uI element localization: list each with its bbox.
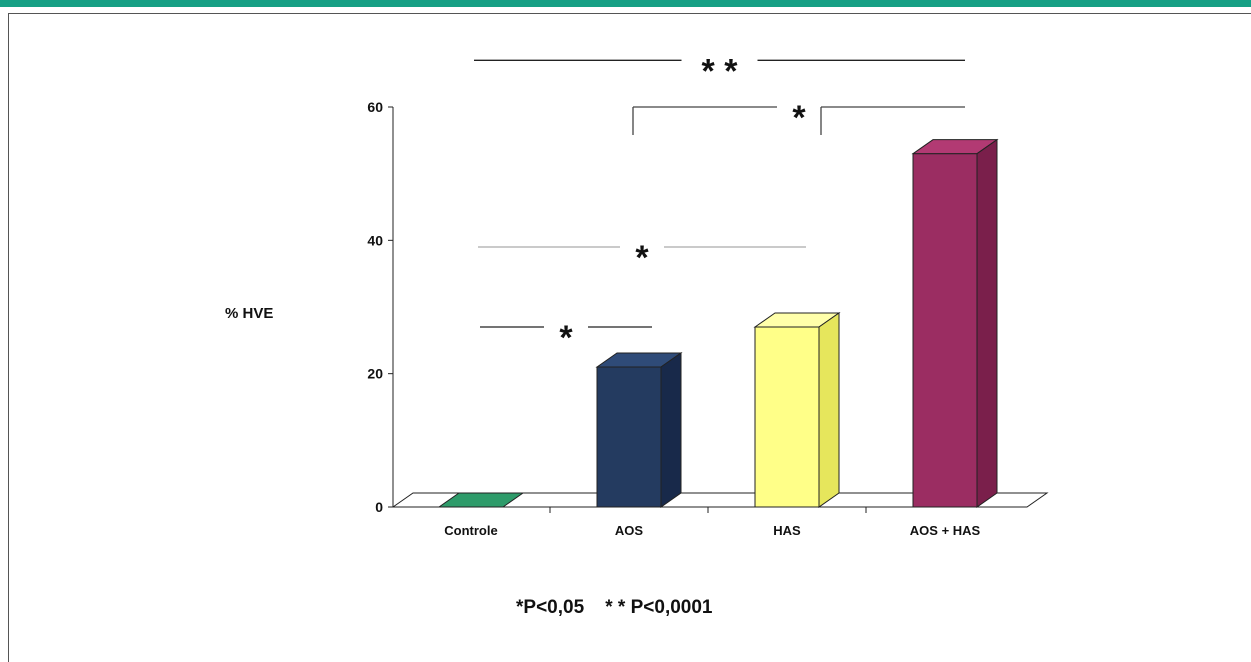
- x-tick-label: HAS: [773, 523, 801, 538]
- significance-bracket: *: [480, 319, 652, 357]
- bar-flat: [437, 492, 525, 508]
- y-tick-label: 40: [367, 232, 383, 248]
- bar-side: [660, 352, 682, 508]
- significance-label: *: [559, 319, 573, 357]
- bars: [437, 138, 999, 508]
- bar-front: [754, 326, 820, 508]
- accent-bar: [0, 0, 1251, 7]
- significance-label: * *: [702, 52, 739, 90]
- significance-bracket: * *: [474, 52, 965, 90]
- bar-front: [912, 153, 978, 508]
- footnote: *P<0,05 * * P<0,0001: [516, 597, 713, 618]
- significance-bracket: *: [478, 239, 806, 277]
- bar-front: [596, 366, 662, 508]
- bar-side: [818, 312, 840, 508]
- y-axis-label: % HVE: [225, 305, 273, 322]
- bar-side: [976, 138, 998, 508]
- y-tick-label: 20: [367, 366, 383, 382]
- bar: [437, 492, 525, 508]
- x-tick-label: AOS + HAS: [910, 523, 981, 538]
- significance-label: *: [792, 99, 806, 137]
- y-tick-label: 60: [367, 99, 383, 115]
- y-tick-label: 0: [375, 499, 383, 515]
- figure-frame: [8, 13, 1251, 662]
- bar: [911, 138, 999, 508]
- bar: [595, 352, 683, 508]
- significance-brackets: * * * * *: [474, 52, 965, 357]
- bar: [753, 312, 841, 508]
- x-tick-label: AOS: [615, 523, 644, 538]
- y-axis: 0 20 40 60 Controle AOS HAS AOS + HAS: [367, 99, 980, 538]
- x-tick-label: Controle: [444, 523, 497, 538]
- significance-bracket: *: [632, 99, 965, 137]
- significance-label: *: [635, 239, 649, 277]
